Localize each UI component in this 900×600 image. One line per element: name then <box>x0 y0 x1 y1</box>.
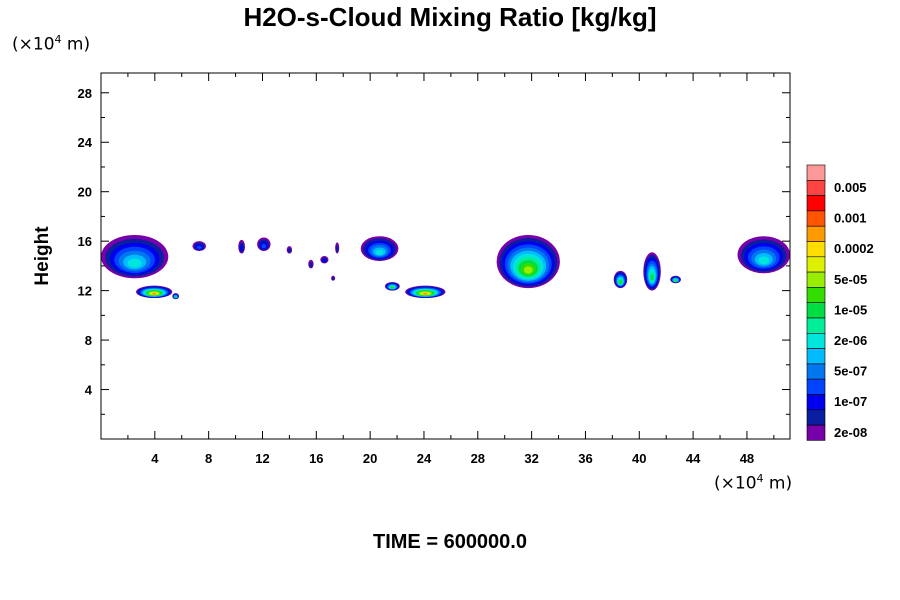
cloud-contour <box>287 248 292 253</box>
x-tick-label: 16 <box>309 451 323 466</box>
y-tick-label: 4 <box>85 383 93 398</box>
x-tick-label: 48 <box>740 451 754 466</box>
x-axis: 4 8 12 16 20 24 28 32 36 40 44 48 <box>127 73 775 466</box>
colorbar-swatch <box>806 195 826 212</box>
x-tick-label: 28 <box>471 451 485 466</box>
colorbar-label: 2e-08 <box>834 425 867 440</box>
colorbar-label: 5e-07 <box>834 364 867 379</box>
cloud-contour <box>674 279 677 282</box>
x-axis-unit: (×104 m) <box>714 472 793 494</box>
y-axis-label: Height <box>32 226 53 286</box>
cloud-contour <box>174 296 177 299</box>
colorbar-label: 0.005 <box>834 180 867 195</box>
cloud-field <box>101 234 790 300</box>
x-tick-label: 44 <box>686 451 701 466</box>
y-axis-unit: (×104 m) <box>12 33 91 55</box>
chart-title: H2O-s-Cloud Mixing Ratio [kg/kg] <box>243 2 657 32</box>
cloud-contour <box>331 277 335 281</box>
y-tick-label: 20 <box>78 185 92 200</box>
time-label: TIME = 600000.0 <box>373 531 527 553</box>
y-tick-label: 8 <box>85 333 92 348</box>
colorbar-swatch <box>806 409 826 426</box>
cloud-contour <box>619 280 622 284</box>
x-tick-label: 12 <box>255 451 269 466</box>
y-axis: 4 8 12 16 20 24 28 <box>78 86 790 415</box>
colorbar-swatch <box>806 332 826 349</box>
cloud-contour <box>240 245 244 252</box>
colorbar: 0.005 0.001 0.0002 5e-05 1e-05 2e-06 5e-07 1e-0… <box>806 164 874 441</box>
plot-frame <box>100 72 791 440</box>
colorbar-label: 5e-05 <box>834 272 867 287</box>
colorbar-swatch <box>806 302 826 319</box>
colorbar-swatch <box>806 394 826 411</box>
colorbar-swatch <box>806 424 826 441</box>
y-tick-label: 12 <box>78 284 92 299</box>
colorbar-swatch <box>806 180 826 196</box>
cloud-contour <box>322 258 327 263</box>
colorbar-label: 1e-05 <box>834 302 867 317</box>
colorbar-label: 0.0002 <box>834 241 874 256</box>
colorbar-swatch <box>806 271 826 288</box>
cloud-contour <box>335 245 339 253</box>
x-tick-label: 32 <box>524 451 538 466</box>
x-tick-label: 40 <box>632 451 646 466</box>
y-tick-label: 28 <box>78 86 92 101</box>
y-tick-label: 16 <box>78 234 92 249</box>
cloud-contour <box>650 274 654 281</box>
cloud-contour <box>391 286 394 289</box>
cloud-contour <box>309 262 313 268</box>
colorbar-swatch <box>806 164 826 181</box>
colorbar-swatch <box>806 287 826 303</box>
x-tick-label: 8 <box>205 451 212 466</box>
colorbar-label: 1e-07 <box>834 394 867 409</box>
x-tick-label: 20 <box>363 451 377 466</box>
cloud-contour <box>196 245 202 250</box>
cloud-contour <box>758 256 770 265</box>
cloud-contour <box>127 258 142 268</box>
colorbar-swatch <box>806 317 826 334</box>
cloud-contour <box>152 292 157 295</box>
cloud-contour <box>375 249 384 255</box>
colorbar-label: 0.001 <box>834 211 867 226</box>
colorbar-swatch <box>806 363 826 380</box>
cloud-contour <box>261 243 267 249</box>
cloud-contour <box>523 266 533 274</box>
colorbar-swatch <box>806 378 826 395</box>
colorbar-swatch <box>806 225 826 242</box>
colorbar-swatch <box>806 348 826 365</box>
x-tick-label: 36 <box>578 451 592 466</box>
colorbar-swatch <box>806 256 826 273</box>
colorbar-swatch <box>806 241 826 258</box>
colorbar-label: 2e-06 <box>834 333 867 348</box>
cloud-contour <box>423 292 428 295</box>
x-tick-label: 24 <box>417 451 432 466</box>
colorbar-swatch <box>806 210 826 227</box>
y-tick-label: 24 <box>78 135 93 150</box>
x-tick-label: 4 <box>151 451 159 466</box>
